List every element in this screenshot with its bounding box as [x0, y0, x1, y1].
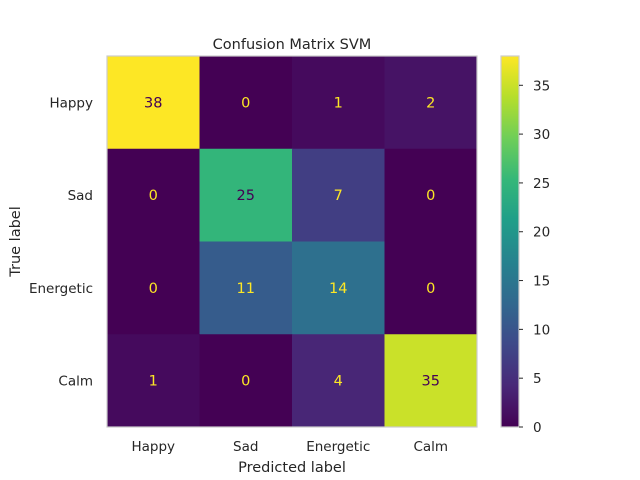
heatmap-cell	[292, 241, 385, 335]
heatmap-cells	[107, 56, 478, 428]
heatmap-cell	[384, 56, 478, 150]
heatmap-cell	[384, 334, 478, 428]
heatmap-cell	[199, 56, 293, 150]
x-axis-label: Predicted label	[238, 460, 346, 476]
cell-value-label: 0	[149, 188, 158, 204]
cell-value-label: 38	[144, 95, 162, 111]
cell-value-label: 4	[334, 374, 343, 390]
colorbar-tick-label: 25	[533, 176, 550, 192]
heatmap-cell	[384, 241, 478, 335]
colorbar-tick-label: 5	[533, 371, 542, 387]
cell-value-label: 25	[237, 188, 255, 204]
y-tick-labels: Happy Sad Energetic Calm	[29, 95, 93, 389]
y-tick-label: Sad	[68, 188, 93, 204]
heatmap-cell	[199, 148, 293, 242]
cell-value-label: 0	[241, 374, 250, 390]
heatmap-cell	[199, 241, 293, 335]
cell-value-label: 1	[149, 374, 158, 390]
cell-value-label: 1	[334, 95, 343, 111]
y-tick-label: Calm	[58, 374, 93, 390]
heatmap-cell	[107, 334, 200, 428]
heatmap-cell	[292, 334, 385, 428]
cell-value-label: 0	[426, 281, 435, 297]
cell-value-label: 2	[426, 95, 435, 111]
y-tick-label: Energetic	[29, 281, 93, 297]
heatmap-cell	[107, 148, 200, 242]
colorbar-tick-label: 15	[533, 274, 550, 290]
cell-value-label: 35	[422, 374, 440, 390]
heatmap-cell	[292, 56, 385, 150]
x-tick-label: Happy	[131, 439, 175, 455]
colorbar-tick-label: 20	[533, 225, 550, 241]
heatmap-cell	[199, 334, 293, 428]
x-tick-labels: Happy Sad Energetic Calm	[131, 439, 448, 455]
heatmap-cell	[292, 148, 385, 242]
y-axis-label: True label	[8, 206, 24, 277]
cell-value-label: 0	[426, 188, 435, 204]
x-tick-label: Sad	[233, 439, 258, 455]
cell-value-label: 7	[334, 188, 343, 204]
cell-value-label: 0	[241, 95, 250, 111]
y-tick-label: Happy	[49, 95, 93, 111]
matrix-frame	[106, 55, 478, 428]
colorbar-tick-label: 35	[533, 78, 550, 94]
colorbar-tick-label: 0	[533, 420, 542, 436]
heatmap-cell	[107, 56, 200, 150]
heatmap-cell	[384, 148, 478, 242]
colorbar	[500, 55, 520, 428]
chart-title: Confusion Matrix SVM	[213, 37, 372, 53]
cell-value-label: 14	[329, 281, 347, 297]
heatmap-cell	[107, 241, 200, 335]
x-tick-label: Energetic	[306, 439, 370, 455]
cell-value-labels: 38 0 1 2 0 25 7 0 0 11 14 0 1 0 4 35	[144, 95, 440, 389]
colorbar-ticks: 0 5 10 15 20 25 30 35	[519, 78, 550, 436]
colorbar-tick-label: 10	[533, 322, 550, 338]
cell-value-label: 11	[237, 281, 255, 297]
x-tick-label: Calm	[413, 439, 448, 455]
colorbar-tick-label: 30	[533, 127, 550, 143]
cell-value-label: 0	[149, 281, 158, 297]
